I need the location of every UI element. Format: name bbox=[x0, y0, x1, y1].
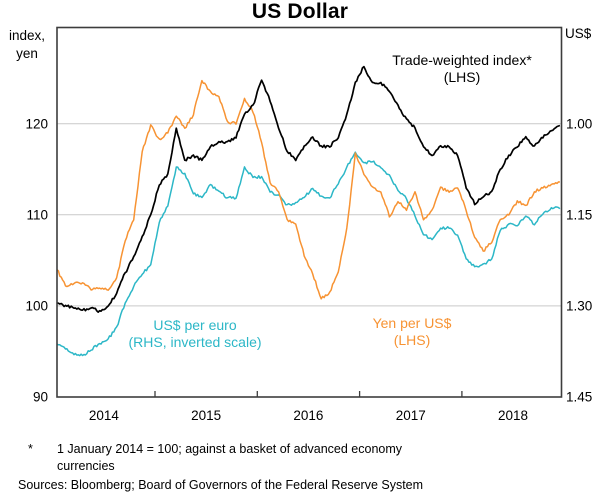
twi-series-label-line1: Trade-weighted index* bbox=[392, 52, 532, 68]
left-axis-tick-label: 120 bbox=[25, 116, 48, 132]
x-axis-tick-label: 2015 bbox=[191, 408, 222, 423]
footnote-marker: * bbox=[28, 442, 33, 456]
plot-area bbox=[56, 26, 563, 398]
yen-series-label-line2: (LHS) bbox=[393, 332, 431, 348]
twi-series-line bbox=[57, 65, 561, 313]
left-axis-unit-line1: index, bbox=[8, 28, 46, 43]
euro-series-label-line1: US$ per euro bbox=[153, 317, 237, 333]
x-axis-tick-label: 2016 bbox=[293, 408, 324, 423]
left-axis-tick-label: 90 bbox=[32, 389, 48, 405]
yen-series-line bbox=[57, 79, 560, 300]
footnote-text: 1 January 2014 = 100; against a basket o… bbox=[57, 441, 402, 475]
footnote: * 1 January 2014 = 100; against a basket… bbox=[28, 441, 588, 475]
twi-series-label: Trade-weighted index* (LHS) bbox=[392, 52, 532, 86]
sources-text: Sources: Bloomberg; Board of Governors o… bbox=[18, 478, 424, 492]
yen-series-label: Yen per US$ (LHS) bbox=[373, 315, 452, 349]
euro-series-label-line2: (RHS, inverted scale) bbox=[128, 334, 262, 350]
euro-series-line bbox=[57, 151, 561, 357]
x-axis-tick-label: 2014 bbox=[88, 408, 119, 423]
left-axis-unit-label: index, yen bbox=[2, 27, 52, 63]
left-axis-tick-label: 110 bbox=[26, 207, 48, 223]
yen-series-label-line1: Yen per US$ bbox=[372, 315, 452, 331]
plot-frame bbox=[56, 26, 563, 398]
x-axis-tick-label: 2017 bbox=[395, 408, 426, 423]
right-axis-tick-label: 1.00 bbox=[566, 116, 593, 132]
euro-series-label: US$ per euro (RHS, inverted scale) bbox=[128, 317, 261, 351]
footnote-text-line2: currencies bbox=[57, 459, 115, 473]
x-axis-tick-label: 2018 bbox=[498, 408, 529, 423]
left-axis-tick-label: 100 bbox=[25, 298, 48, 314]
chart-title: US Dollar bbox=[251, 0, 349, 23]
right-axis-unit-label: US$ bbox=[565, 26, 592, 41]
twi-series-label-line2: (LHS) bbox=[443, 69, 481, 85]
right-axis-tick-label: 1.45 bbox=[566, 389, 593, 405]
right-axis-tick-label: 1.30 bbox=[566, 298, 593, 314]
right-axis-tick-label: 1.15 bbox=[566, 207, 593, 223]
footnote-text-line1: 1 January 2014 = 100; against a basket o… bbox=[57, 442, 403, 456]
left-axis-unit-line2: yen bbox=[16, 46, 38, 61]
